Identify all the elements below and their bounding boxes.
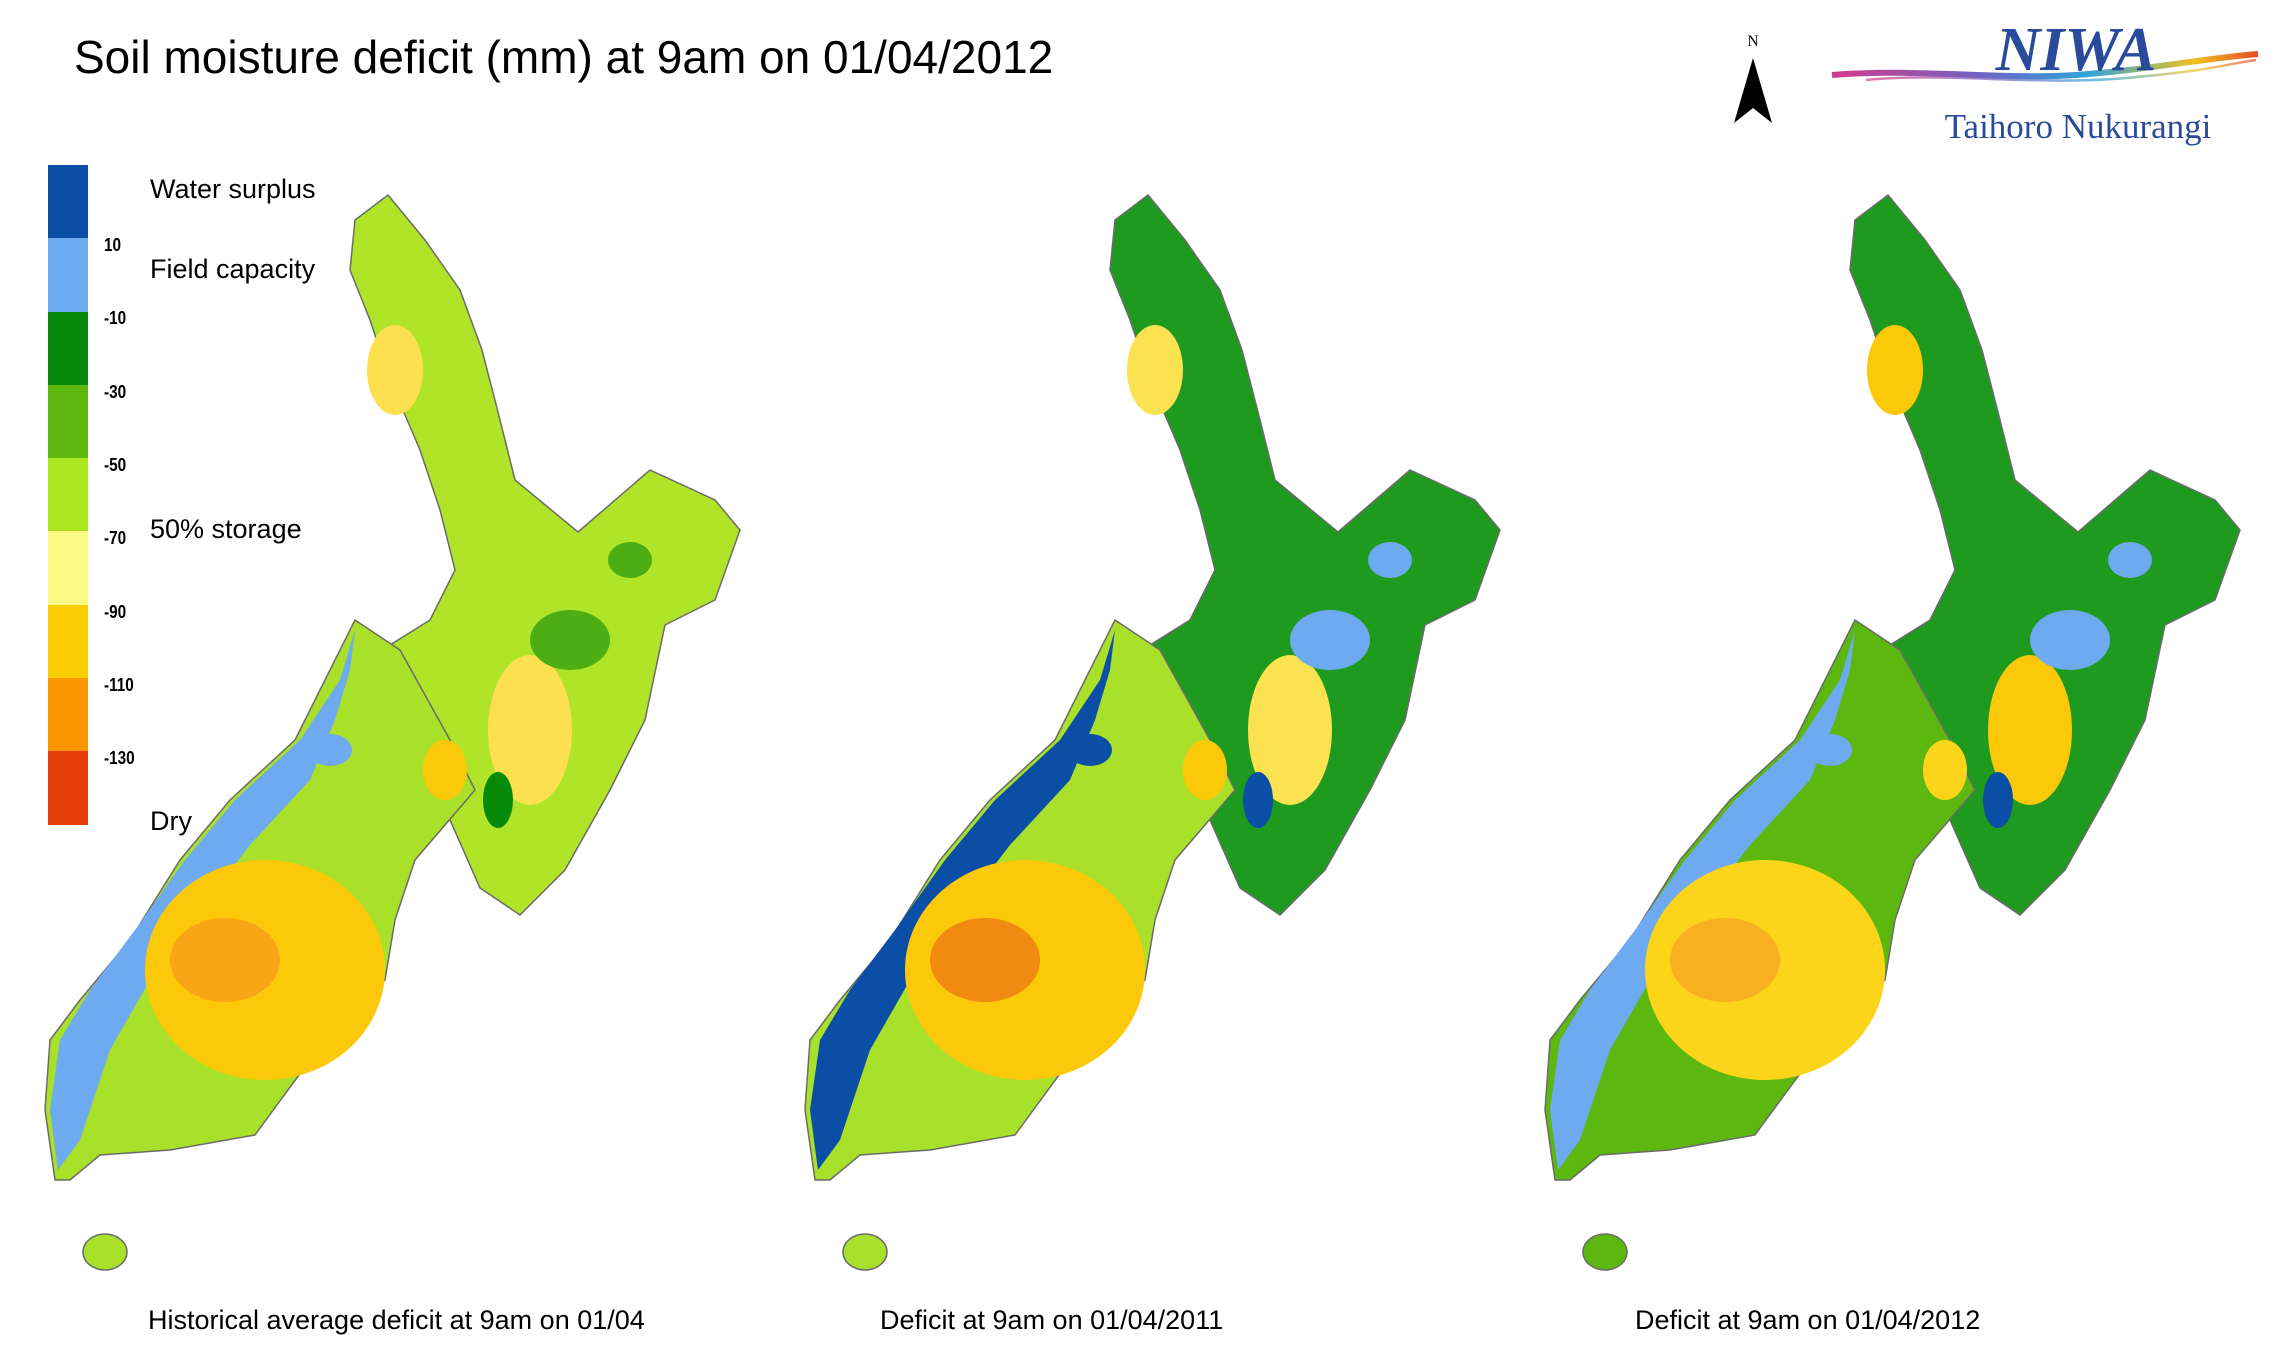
legend-swatch	[48, 458, 88, 532]
legend-swatch	[48, 751, 88, 825]
legend-tick: -30	[104, 382, 127, 402]
legend-swatch	[48, 384, 88, 459]
legend-tick: 10	[104, 235, 122, 255]
legend-color-bar	[48, 165, 88, 825]
caption-historical-average: Historical average deficit at 9am on 01/…	[148, 1305, 645, 1335]
south-island	[1544, 618, 1976, 1181]
legend-swatch	[48, 604, 88, 679]
nz-map-historical-average	[44, 193, 741, 1271]
logo-subtitle: Taihoro Nukurangi	[1945, 107, 2212, 146]
legend-label-water-surplus: Water surplus	[150, 174, 316, 204]
stewart-island	[82, 1233, 128, 1271]
caption-2012: Deficit at 9am on 01/04/2012	[1635, 1305, 1981, 1335]
legend-tick: -10	[104, 308, 127, 328]
nz-map-2011	[804, 193, 1501, 1271]
stewart-island	[1582, 1233, 1628, 1271]
legend-label-dry: Dry	[150, 806, 192, 836]
legend-tick: -130	[104, 748, 135, 768]
legend-tick: -90	[104, 602, 127, 622]
map-title: Soil moisture deficit (mm) at 9am on 01/…	[74, 31, 1054, 83]
legend-tick: -50	[104, 455, 127, 475]
niwa-logo: NIWA Taihoro Nukurangi	[1831, 20, 2259, 146]
nz-map-2012	[1544, 193, 2241, 1271]
stewart-island	[842, 1233, 888, 1271]
legend-swatch	[48, 531, 88, 605]
legend-swatch	[48, 165, 88, 239]
south-island	[804, 618, 1236, 1181]
north-label: N	[1747, 33, 1759, 50]
legend-tick: -110	[104, 675, 134, 695]
logo-name: NIWA	[1995, 20, 2157, 84]
north-arrow-icon: N	[1734, 33, 1772, 123]
legend-swatch	[48, 311, 88, 385]
legend-swatch	[48, 678, 88, 752]
color-legend: 10 -10 -30 -50 -70 -90 -110 -130 Water s…	[48, 165, 348, 836]
legend-label-50-storage: 50% storage	[150, 514, 302, 544]
legend-swatch	[48, 238, 88, 312]
south-island	[44, 618, 476, 1181]
legend-tick: -70	[104, 528, 127, 548]
legend-label-field-capacity: Field capacity	[150, 254, 316, 284]
caption-2011: Deficit at 9am on 01/04/2011	[880, 1305, 1224, 1335]
